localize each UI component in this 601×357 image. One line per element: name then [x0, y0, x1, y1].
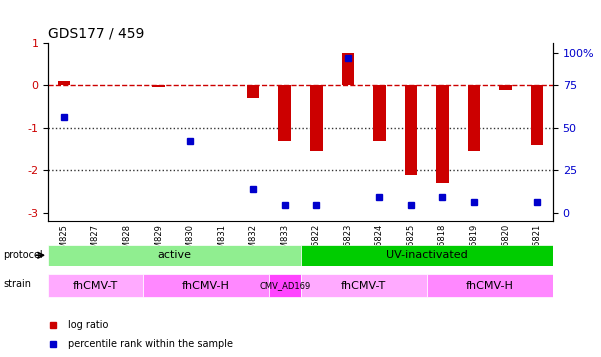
Text: GDS177 / 459: GDS177 / 459: [48, 26, 144, 40]
Text: percentile rank within the sample: percentile rank within the sample: [69, 339, 233, 349]
Text: active: active: [157, 250, 191, 260]
Bar: [436, 85, 449, 183]
Text: CMV_AD169: CMV_AD169: [259, 281, 310, 290]
FancyBboxPatch shape: [48, 274, 143, 297]
FancyBboxPatch shape: [300, 245, 553, 266]
FancyBboxPatch shape: [48, 245, 300, 266]
FancyBboxPatch shape: [143, 274, 269, 297]
Bar: [373, 85, 386, 141]
Bar: [278, 85, 291, 141]
Text: fhCMV-H: fhCMV-H: [182, 281, 230, 291]
Bar: [58, 81, 70, 85]
FancyBboxPatch shape: [269, 274, 300, 297]
Bar: [404, 85, 417, 175]
FancyBboxPatch shape: [427, 274, 553, 297]
Bar: [531, 85, 543, 145]
Text: fhCMV-H: fhCMV-H: [466, 281, 514, 291]
Bar: [247, 85, 260, 98]
Bar: [341, 54, 354, 85]
FancyBboxPatch shape: [300, 274, 427, 297]
Bar: [310, 85, 323, 151]
Text: protocol: protocol: [3, 250, 43, 260]
Text: UV-inactivated: UV-inactivated: [386, 250, 468, 260]
Text: fhCMV-T: fhCMV-T: [73, 281, 118, 291]
Text: strain: strain: [3, 279, 31, 289]
Bar: [152, 85, 165, 87]
Bar: [468, 85, 480, 151]
Text: log ratio: log ratio: [69, 320, 109, 330]
Bar: [499, 85, 512, 90]
Text: fhCMV-T: fhCMV-T: [341, 281, 386, 291]
